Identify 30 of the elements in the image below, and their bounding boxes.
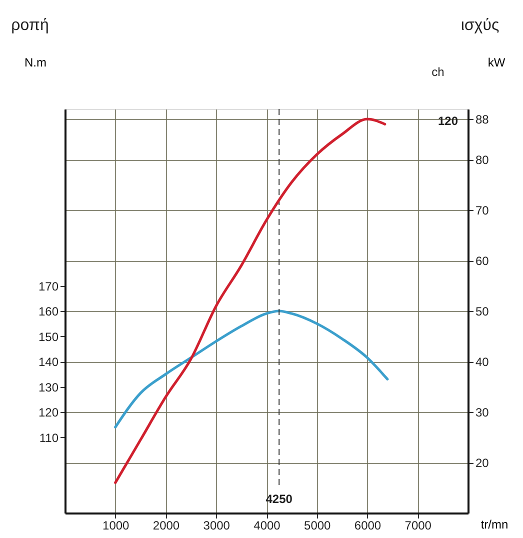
x-axis-title: tr/mn [480, 518, 508, 532]
x-tick-label: 2000 [152, 518, 180, 532]
y-tick-label: 120 [38, 406, 59, 420]
x-tick-label: 6000 [354, 518, 382, 532]
line-series [114, 118, 386, 484]
text: ροπή [11, 17, 49, 34]
y-axis-title: N.m [24, 56, 46, 70]
y-tick-label: 130 [38, 380, 59, 394]
y2-tick-label: 50 [476, 304, 490, 318]
y2-tick-label: 20 [476, 456, 490, 470]
y2-tick-label: 70 [476, 204, 490, 218]
y-tick-label: 150 [38, 330, 59, 344]
x-tick-label: 7000 [404, 518, 432, 532]
line-series [114, 310, 389, 428]
y-tick-label: 140 [38, 355, 59, 369]
text: ch [432, 65, 444, 79]
text: ισχύς [460, 17, 500, 34]
x-tick-label: 4000 [254, 518, 281, 532]
y2-tick-label: 40 [476, 355, 490, 369]
x-tick-label: 3000 [203, 518, 230, 532]
x-tick-label: 1000 [102, 518, 130, 532]
y-tick-label: 160 [38, 304, 59, 318]
y2-tick-label: 30 [476, 406, 490, 420]
y2-tick-label: 60 [476, 254, 490, 268]
y2-axis-title: kW [488, 56, 506, 70]
y2-tick-label: 80 [476, 153, 490, 167]
y2-tick-label: 88 [476, 112, 490, 127]
y-tick-label: 110 [39, 430, 59, 445]
y-tick-label: 170 [38, 279, 59, 294]
x-tick-label: 5000 [304, 518, 332, 532]
